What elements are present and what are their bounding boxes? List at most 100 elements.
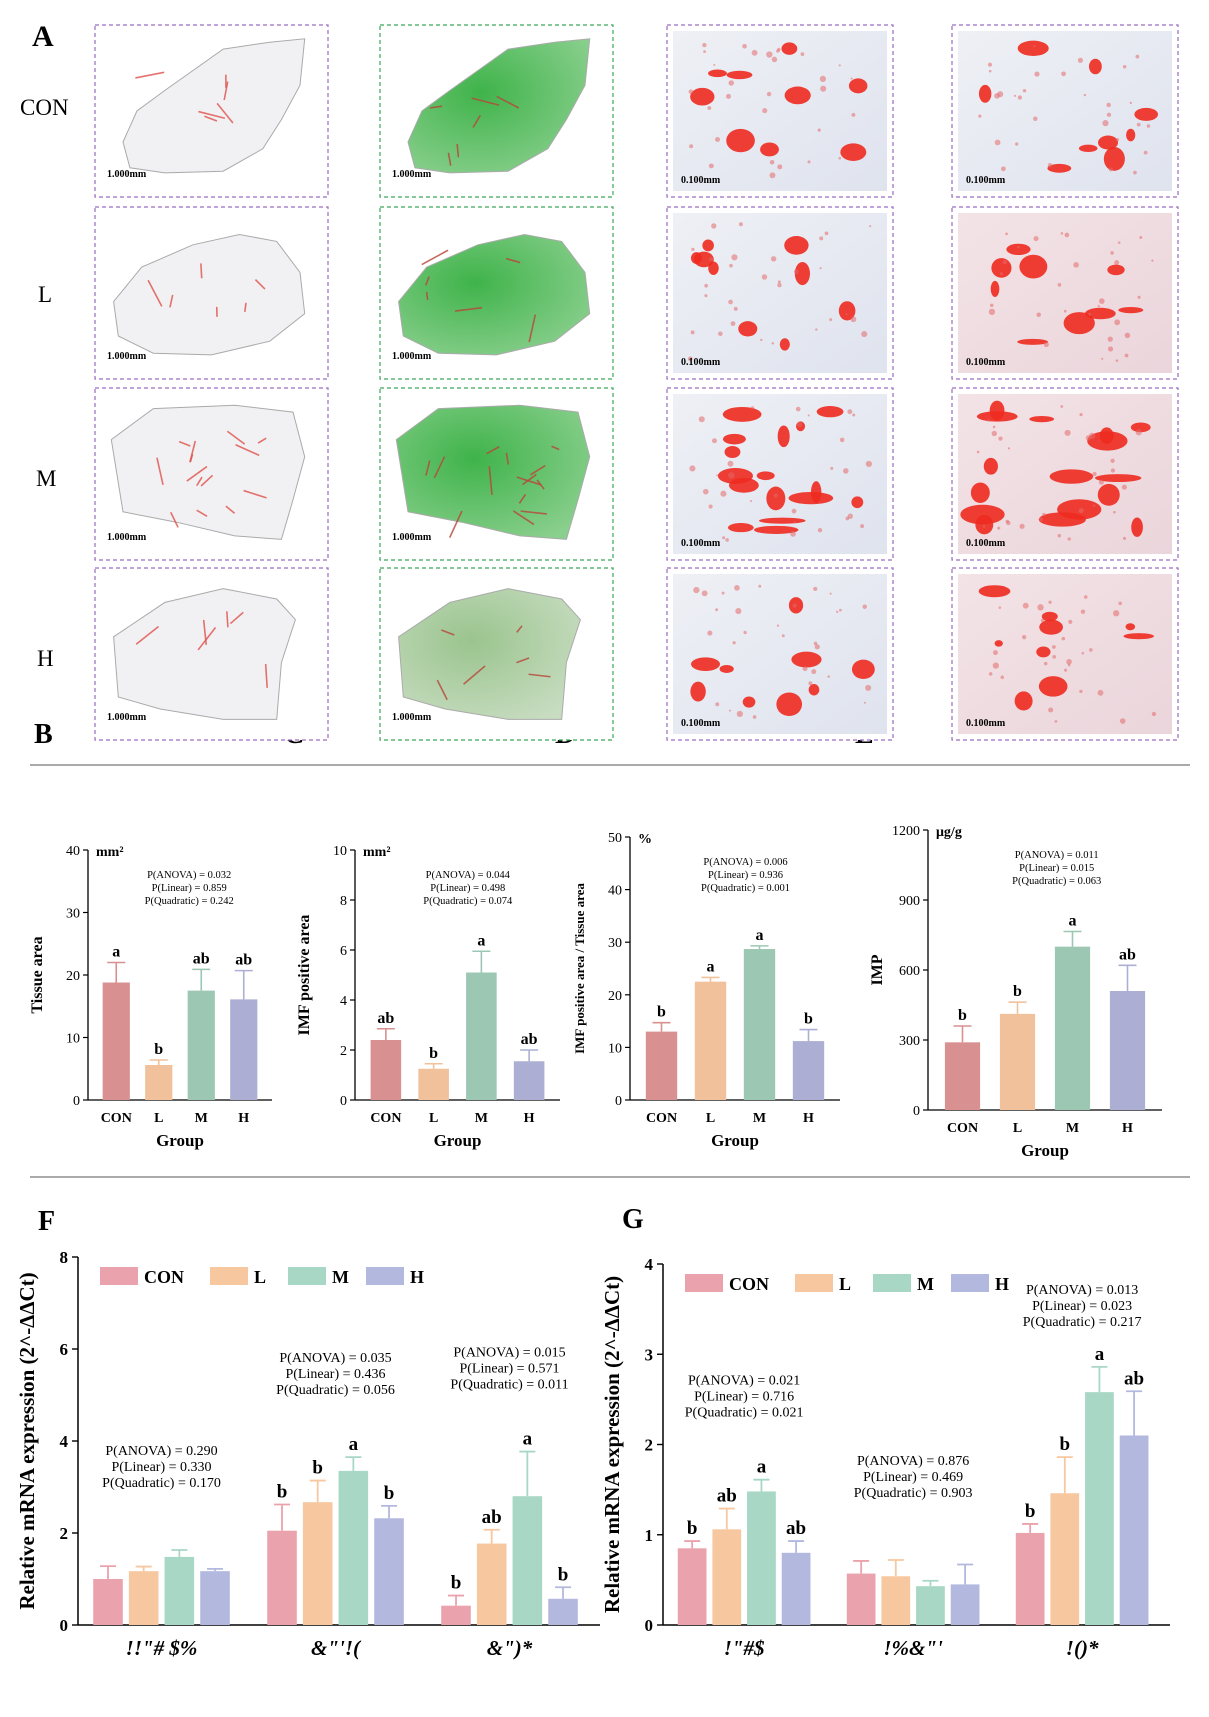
lipid-droplet <box>690 682 705 702</box>
scale-bar-label: 0.100mm <box>681 175 721 186</box>
lipid-speck <box>1139 236 1142 239</box>
lipid-speck <box>742 44 747 49</box>
x-axis-label: Group <box>156 1131 204 1150</box>
stat-line: P(Quadratic) = 0.021 <box>685 1406 804 1421</box>
lipid-speck <box>987 419 990 422</box>
lipid-speck <box>1052 655 1056 659</box>
lipid-speck <box>1116 359 1119 362</box>
stat-line: P(Quadratic) = 0.074 <box>423 896 513 907</box>
lipid-speck <box>1123 537 1126 540</box>
stat-line: P(Linear) = 0.859 <box>152 883 227 894</box>
lipid-speck <box>1064 310 1067 313</box>
lipid-speck <box>860 524 864 528</box>
lipid-speck <box>819 236 823 240</box>
lipid-speck <box>1120 718 1126 724</box>
lipid-speck <box>778 280 781 283</box>
lipid-droplet <box>1018 41 1049 56</box>
lipid-droplet <box>760 143 779 157</box>
lipid-droplet <box>1079 145 1098 152</box>
lipid-droplet <box>1039 512 1086 526</box>
lipid-droplet <box>1042 612 1058 621</box>
lipid-droplet <box>809 684 820 695</box>
significance-letter: b <box>1013 983 1022 1000</box>
histology-panel: 1.000mm <box>95 25 328 197</box>
scale-bar-label: 0.100mm <box>681 538 721 549</box>
lipid-droplet <box>1039 676 1068 697</box>
bar <box>951 1584 980 1625</box>
lipid-speck <box>782 634 785 637</box>
lipid-speck <box>777 164 782 169</box>
lipid-droplet <box>690 88 714 106</box>
lipid-speck <box>1079 690 1082 693</box>
y-tick-label: 2 <box>645 1436 654 1455</box>
x-tick-label: M <box>475 1111 488 1126</box>
lipid-droplet <box>702 239 714 251</box>
lipid-speck <box>1066 659 1072 665</box>
legend-swatch <box>100 1267 138 1285</box>
lipid-speck <box>1102 120 1108 126</box>
lipid-droplet <box>1126 623 1136 630</box>
stat-line: P(Linear) = 0.571 <box>459 1362 559 1377</box>
lipid-droplet <box>1029 416 1054 422</box>
bar <box>466 973 497 1101</box>
lipid-speck <box>1114 260 1119 265</box>
lipid-speck <box>1073 262 1079 268</box>
bar <box>1055 947 1090 1110</box>
y-tick-label: 1200 <box>892 824 920 839</box>
lipid-speck <box>1084 94 1086 96</box>
y-tick-label: 30 <box>608 936 622 951</box>
y-tick-label: 10 <box>608 1041 622 1056</box>
y-axis-label: Tissue area <box>29 936 46 1013</box>
lipid-droplet <box>979 85 991 103</box>
y-axis-label: Relative mRNA expression (2^-ΔΔCt) <box>600 1276 624 1613</box>
bar <box>548 1599 578 1625</box>
bar <box>695 982 726 1100</box>
y-axis-label: Relative mRNA expression (2^-ΔΔCt) <box>15 1272 39 1609</box>
lipid-speck <box>743 631 746 634</box>
lipid-speck <box>1017 246 1020 249</box>
bar <box>747 1491 776 1625</box>
bar <box>916 1586 945 1625</box>
x-tick-label: CON <box>370 1111 401 1126</box>
lipid-speck <box>1008 447 1010 449</box>
lipid-streak <box>427 292 428 300</box>
stat-line: P(ANOVA) = 0.044 <box>426 870 511 881</box>
lipid-speck <box>1061 232 1064 235</box>
lipid-speck <box>1130 102 1132 104</box>
lipid-droplet <box>1131 518 1143 537</box>
y-tick-label: 4 <box>645 1255 654 1274</box>
lipid-speck <box>1099 480 1104 485</box>
bar <box>1016 1533 1045 1625</box>
lipid-droplet <box>708 70 727 78</box>
lipid-speck <box>1081 610 1085 614</box>
histology-panel: 0.100mm <box>952 568 1178 740</box>
scale-bar-label: 1.000mm <box>107 169 147 180</box>
x-tick-label: M <box>753 1111 766 1126</box>
scale-bar-label: 0.100mm <box>681 718 721 729</box>
significance-letter: ab <box>786 1518 806 1539</box>
lipid-speck <box>998 437 1002 441</box>
scale-bar-label: 1.000mm <box>107 351 147 362</box>
lipid-speck <box>1113 610 1119 616</box>
unit-label: μg/g <box>936 825 962 840</box>
y-tick-label: 10 <box>66 1032 80 1047</box>
lipid-speck <box>702 43 706 47</box>
y-tick-label: 0 <box>60 1616 69 1635</box>
lipid-droplet <box>1089 59 1102 74</box>
x-tick-label: H <box>803 1111 814 1126</box>
lipid-droplet <box>726 129 755 152</box>
stat-line: P(Quadratic) = 0.001 <box>701 883 790 894</box>
histology-panel: 1.000mm <box>95 388 328 560</box>
bar <box>712 1529 741 1625</box>
lipid-speck <box>1048 707 1053 712</box>
panel-letter-g: G <box>622 1204 644 1235</box>
lipid-speck <box>1118 241 1121 244</box>
lipid-droplet <box>960 505 1004 525</box>
lipid-droplet <box>1098 484 1120 506</box>
lipid-speck <box>1137 123 1141 127</box>
lipid-speck <box>818 129 821 132</box>
lipid-droplet <box>727 71 753 79</box>
lipid-droplet <box>708 262 718 275</box>
lipid-droplet <box>991 281 1000 297</box>
lipid-speck <box>689 89 694 94</box>
